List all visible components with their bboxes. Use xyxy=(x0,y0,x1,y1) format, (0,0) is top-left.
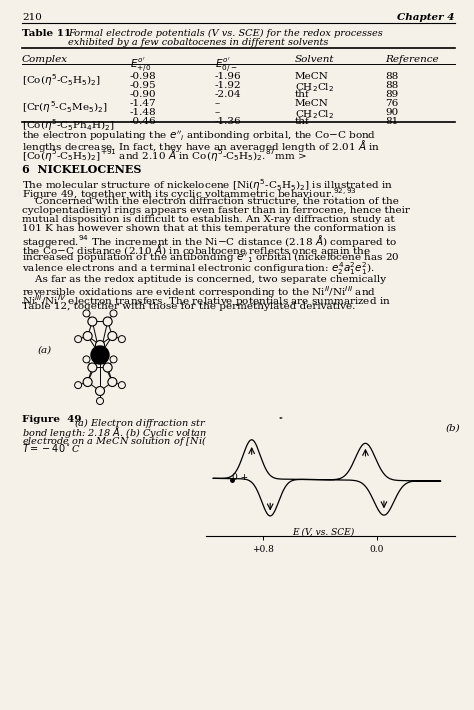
Text: $E^{o'}_{+/0}$: $E^{o'}_{+/0}$ xyxy=(130,55,151,74)
Text: -1.36: -1.36 xyxy=(215,117,242,126)
Text: reversible oxidations are evident corresponding to the Ni$^{II}$/Ni$^{III}$ and: reversible oxidations are evident corres… xyxy=(22,284,376,300)
Text: CH$_2$Cl$_2$: CH$_2$Cl$_2$ xyxy=(295,81,334,94)
Text: 90: 90 xyxy=(385,108,398,117)
Text: [Co($\eta^5$-C$_5$Ph$_4$H)$_2$]: [Co($\eta^5$-C$_5$Ph$_4$H)$_2$] xyxy=(22,117,115,133)
Text: thf: thf xyxy=(295,90,310,99)
Circle shape xyxy=(97,398,103,405)
Circle shape xyxy=(83,332,92,341)
Text: $T = -40^\circ$C: $T = -40^\circ$C xyxy=(22,442,81,454)
Text: (a): (a) xyxy=(38,346,52,354)
Text: Solvent: Solvent xyxy=(295,55,335,64)
Text: 101 K has however shown that at this temperature the conformation is: 101 K has however shown that at this tem… xyxy=(22,224,396,233)
Circle shape xyxy=(97,351,103,359)
Text: 88: 88 xyxy=(385,81,398,90)
Text: $E^{o'}_{0/-}$: $E^{o'}_{0/-}$ xyxy=(215,55,237,74)
Text: [Cr($\eta^5$-C$_5$Me$_5$)$_2$]: [Cr($\eta^5$-C$_5$Me$_5$)$_2$] xyxy=(22,99,108,115)
Text: staggered.$^{94}$ The increment in the Ni$-$C distance (2.18 $\AA$) compared to: staggered.$^{94}$ The increment in the N… xyxy=(22,233,397,249)
Text: cyclopentadienyl rings appears even faster than in ferrocene, hence their: cyclopentadienyl rings appears even fast… xyxy=(22,206,410,215)
Text: 76: 76 xyxy=(385,99,398,108)
Text: MeCN: MeCN xyxy=(295,72,329,81)
Text: the electron populating the $e''_i$ antibonding orbital, the Co$-$C bond: the electron populating the $e''_i$ anti… xyxy=(22,129,376,143)
Text: thf: thf xyxy=(295,117,310,126)
Text: Concerned with the electron diffraction structure, the rotation of the: Concerned with the electron diffraction … xyxy=(22,197,399,206)
Text: 6  NICKELOCENES: 6 NICKELOCENES xyxy=(22,164,141,175)
Circle shape xyxy=(103,363,112,372)
Text: –: – xyxy=(215,108,220,117)
Text: valence electrons and a terminal electronic configuration: $e_2^4 a_1^2 e_1^2$).: valence electrons and a terminal electro… xyxy=(22,260,375,277)
Text: (a) Electron diffraction structure of [Ni($\eta^5$-C$_5$H$_5$)$_2$]. Average Ni-: (a) Electron diffraction structure of [N… xyxy=(74,415,398,431)
Circle shape xyxy=(110,310,117,317)
Circle shape xyxy=(83,378,92,386)
Text: [Co($\eta^5$-C$_5$H$_5$)$_2$]$^{+91}$ and 2.10 $\AA$ in Co($\eta^5$-C$_5$H$_5$)$: [Co($\eta^5$-C$_5$H$_5$)$_2$]$^{+91}$ an… xyxy=(22,147,307,163)
Text: MeCN: MeCN xyxy=(295,99,329,108)
Circle shape xyxy=(118,381,126,388)
Circle shape xyxy=(83,356,90,363)
Text: 88: 88 xyxy=(385,72,398,81)
Circle shape xyxy=(88,317,97,326)
Text: -0.90: -0.90 xyxy=(130,90,156,99)
Text: -0.46: -0.46 xyxy=(130,117,156,126)
Circle shape xyxy=(110,356,117,363)
Text: lengths decrease. In fact, they have an averaged length of 2.01 $\AA$ in: lengths decrease. In fact, they have an … xyxy=(22,138,380,154)
Text: 81: 81 xyxy=(385,117,398,126)
Text: Table 11: Table 11 xyxy=(22,29,71,38)
Circle shape xyxy=(118,336,126,343)
Text: increased population of the antibonding $e''_1$ orbital (nickelocene has 20: increased population of the antibonding … xyxy=(22,251,400,266)
Circle shape xyxy=(108,378,117,386)
Text: Formal electrode potentials (V vs. SCE) for the redox processes: Formal electrode potentials (V vs. SCE) … xyxy=(68,29,383,38)
Text: 0 +: 0 + xyxy=(232,473,248,481)
Text: electrode on a MeCN solution of [Ni($\eta^5$-C$_5$H$_5$)$_2$]. Scan rate 0.05 V : electrode on a MeCN solution of [Ni($\et… xyxy=(22,433,369,449)
Text: -1.92: -1.92 xyxy=(215,81,242,90)
Text: -2.04: -2.04 xyxy=(215,90,242,99)
Text: -1.47: -1.47 xyxy=(130,99,156,108)
Text: bond length: 2.18 $\AA$. (b) Cyclic voltammogram recorded at a platinum: bond length: 2.18 $\AA$. (b) Cyclic volt… xyxy=(22,424,368,440)
Text: Ni$^{III}$/Ni$^{IV}$ electron transfers. The relative potentials are summarized : Ni$^{III}$/Ni$^{IV}$ electron transfers.… xyxy=(22,293,391,309)
Text: Complex: Complex xyxy=(22,55,68,64)
Circle shape xyxy=(74,381,82,388)
Text: Reference: Reference xyxy=(385,55,438,64)
Circle shape xyxy=(88,363,97,372)
Text: -0.95: -0.95 xyxy=(130,81,156,90)
Text: (b): (b) xyxy=(445,423,460,432)
Circle shape xyxy=(83,310,90,317)
Text: exhibited by a few cobaltocenes in different solvents: exhibited by a few cobaltocenes in diffe… xyxy=(68,38,328,47)
Text: 89: 89 xyxy=(385,90,398,99)
Text: 210: 210 xyxy=(22,13,42,22)
Circle shape xyxy=(108,332,117,341)
Text: the Co$-$C distance (2.10 $\AA$) in cobaltocene reflects once again the: the Co$-$C distance (2.10 $\AA$) in coba… xyxy=(22,242,371,258)
Text: CH$_2$Cl$_2$: CH$_2$Cl$_2$ xyxy=(295,108,334,121)
Circle shape xyxy=(95,386,104,395)
Text: -0.98: -0.98 xyxy=(130,72,156,81)
Text: As far as the redox aptitude is concerned, two separate chemically: As far as the redox aptitude is concerne… xyxy=(22,275,386,284)
Text: Table 12, together with those for the permethylated derivative.: Table 12, together with those for the pe… xyxy=(22,302,355,311)
Text: -1.48: -1.48 xyxy=(130,108,156,117)
Text: Chapter 4: Chapter 4 xyxy=(398,13,455,22)
Text: -1.96: -1.96 xyxy=(215,72,242,81)
Circle shape xyxy=(95,341,104,349)
Text: mutual disposition is difficult to establish. An X-ray diffraction study at: mutual disposition is difficult to estab… xyxy=(22,215,395,224)
Circle shape xyxy=(74,336,82,343)
Text: Figure 49, together with its cyclic voltammetric behaviour.$^{92,93}$: Figure 49, together with its cyclic volt… xyxy=(22,186,357,202)
Text: –: – xyxy=(215,99,220,108)
Text: [Co($\eta^5$-C$_5$H$_5$)$_2$]: [Co($\eta^5$-C$_5$H$_5$)$_2$] xyxy=(22,72,101,88)
Circle shape xyxy=(103,317,112,326)
Text: E (V, vs. SCE): E (V, vs. SCE) xyxy=(292,528,354,536)
Text: Figure  49: Figure 49 xyxy=(22,415,82,424)
Text: The molecular structure of nickelocene [Ni($\eta^5$-C$_5$H$_5$)$_2$] is illustra: The molecular structure of nickelocene [… xyxy=(22,177,393,193)
Circle shape xyxy=(91,346,109,364)
